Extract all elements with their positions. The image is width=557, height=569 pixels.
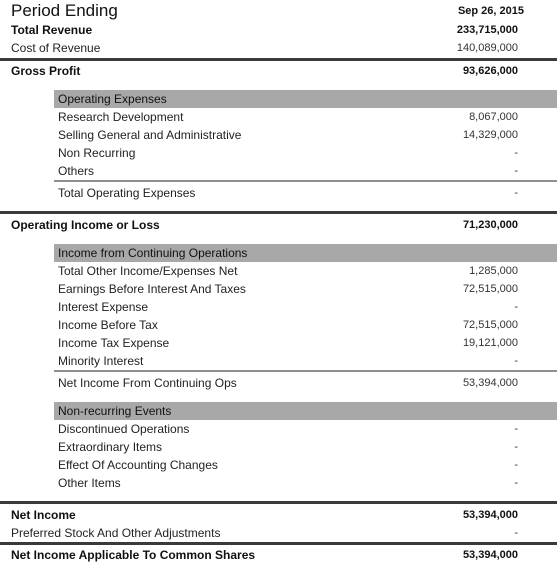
- non-recurring-value: -: [514, 147, 518, 159]
- net-income-label: Net Income: [11, 508, 76, 522]
- income-before-tax-label: Income Before Tax: [58, 318, 158, 332]
- net-income-continuing-row: Net Income From Continuing Ops 53,394,00…: [0, 374, 557, 392]
- others-value: -: [514, 165, 518, 177]
- total-other-income-row: Total Other Income/Expenses Net 1,285,00…: [0, 262, 557, 280]
- income-tax-expense-row: Income Tax Expense 19,121,000: [0, 334, 557, 352]
- total-operating-expenses-label: Total Operating Expenses: [58, 186, 196, 200]
- research-development-label: Research Development: [58, 110, 184, 124]
- preferred-stock-label: Preferred Stock And Other Adjustments: [11, 526, 221, 540]
- interest-expense-row: Interest Expense -: [0, 298, 557, 316]
- preferred-stock-value: -: [514, 527, 518, 539]
- others-label: Others: [58, 164, 95, 178]
- extraordinary-items-value: -: [514, 441, 518, 453]
- income-tax-expense-value: 19,121,000: [462, 337, 518, 349]
- sga-value: 14,329,000: [462, 129, 518, 141]
- research-development-value: 8,067,000: [469, 111, 518, 123]
- accounting-changes-label: Effect Of Accounting Changes: [58, 458, 218, 472]
- ebit-label: Earnings Before Interest And Taxes: [58, 282, 246, 296]
- discontinued-operations-label: Discontinued Operations: [58, 422, 190, 436]
- operating-income-label: Operating Income or Loss: [11, 218, 160, 232]
- accounting-changes-value: -: [514, 459, 518, 471]
- gross-profit-value: 93,626,000: [462, 65, 518, 77]
- non-recurring-events-header: Non-recurring Events: [54, 402, 557, 420]
- minority-interest-row: Minority Interest -: [0, 352, 557, 370]
- gross-profit-row: Gross Profit 93,626,000: [0, 62, 557, 80]
- income-before-tax-value: 72,515,000: [462, 319, 518, 331]
- income-before-tax-row: Income Before Tax 72,515,000: [0, 316, 557, 334]
- total-revenue-label: Total Revenue: [11, 23, 93, 37]
- discontinued-operations-row: Discontinued Operations -: [0, 420, 557, 438]
- operating-income-value: 71,230,000: [462, 219, 518, 231]
- net-income-continuing-label: Net Income From Continuing Ops: [58, 376, 237, 390]
- net-income-value: 53,394,000: [462, 509, 518, 521]
- divider: [0, 58, 557, 61]
- other-items-row: Other Items -: [0, 474, 557, 492]
- ebit-value: 72,515,000: [462, 283, 518, 295]
- operating-expenses-title: Operating Expenses: [58, 92, 167, 106]
- preferred-stock-row: Preferred Stock And Other Adjustments -: [0, 524, 557, 542]
- cost-of-revenue-label: Cost of Revenue: [11, 41, 101, 55]
- operating-expenses-header: Operating Expenses: [54, 90, 557, 108]
- sga-row: Selling General and Administrative 14,32…: [0, 126, 557, 144]
- total-other-income-value: 1,285,000: [469, 265, 518, 277]
- cost-of-revenue-value: 140,089,000: [456, 42, 518, 54]
- total-operating-expenses-value: -: [514, 187, 518, 199]
- net-income-row: Net Income 53,394,000: [0, 506, 557, 524]
- income-tax-expense-label: Income Tax Expense: [58, 336, 170, 350]
- total-revenue-value: 233,715,000: [456, 24, 518, 36]
- divider: [0, 501, 557, 504]
- total-revenue-row: Total Revenue 233,715,000: [0, 21, 557, 39]
- cost-of-revenue-row: Cost of Revenue 140,089,000: [0, 39, 557, 57]
- interest-expense-value: -: [514, 301, 518, 313]
- net-income-common-value: 53,394,000: [462, 549, 518, 561]
- net-income-common-label: Net Income Applicable To Common Shares: [11, 548, 256, 562]
- total-other-income-label: Total Other Income/Expenses Net: [58, 264, 238, 278]
- extraordinary-items-label: Extraordinary Items: [58, 440, 163, 454]
- accounting-changes-row: Effect Of Accounting Changes -: [0, 456, 557, 474]
- continuing-ops-title: Income from Continuing Operations: [58, 246, 248, 260]
- divider: [0, 211, 557, 214]
- period-ending-heading: Period Ending: [11, 1, 118, 20]
- interest-expense-label: Interest Expense: [58, 300, 149, 314]
- minority-interest-label: Minority Interest: [58, 354, 144, 368]
- total-operating-expenses-row: Total Operating Expenses -: [0, 184, 557, 202]
- net-income-common-row: Net Income Applicable To Common Shares 5…: [0, 546, 557, 564]
- net-income-continuing-value: 53,394,000: [462, 377, 518, 389]
- discontinued-operations-value: -: [514, 423, 518, 435]
- continuing-ops-header: Income from Continuing Operations: [54, 244, 557, 262]
- non-recurring-label: Non Recurring: [58, 146, 136, 160]
- ebit-row: Earnings Before Interest And Taxes 72,51…: [0, 280, 557, 298]
- divider: [0, 542, 557, 545]
- minority-interest-value: -: [514, 355, 518, 367]
- others-row: Others -: [0, 162, 557, 180]
- sga-label: Selling General and Administrative: [58, 128, 242, 142]
- divider: [54, 180, 557, 182]
- non-recurring-events-title: Non-recurring Events: [58, 404, 172, 418]
- period-date: Sep 26, 2015: [457, 5, 524, 17]
- research-development-row: Research Development 8,067,000: [0, 108, 557, 126]
- gross-profit-label: Gross Profit: [11, 64, 81, 78]
- other-items-label: Other Items: [58, 476, 121, 490]
- operating-income-row: Operating Income or Loss 71,230,000: [0, 216, 557, 234]
- other-items-value: -: [514, 477, 518, 489]
- non-recurring-row: Non Recurring -: [0, 144, 557, 162]
- divider: [54, 370, 557, 372]
- extraordinary-items-row: Extraordinary Items -: [0, 438, 557, 456]
